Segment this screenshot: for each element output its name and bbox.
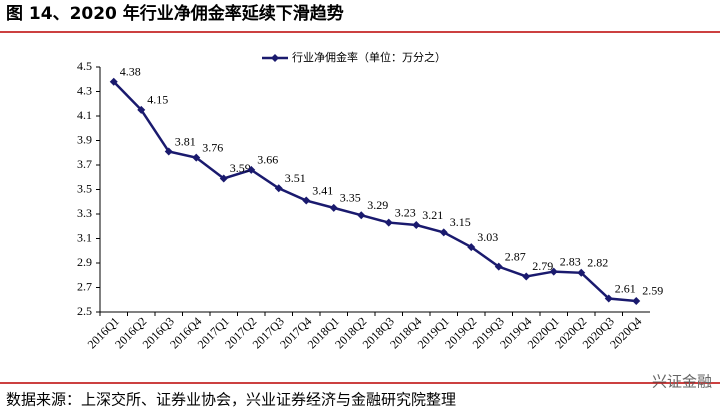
point [439,228,448,237]
point [549,267,558,276]
y-tick-label: 3.7 [77,157,92,171]
data-label: 2.82 [587,256,608,270]
data-label: 3.66 [257,153,278,167]
data-label: 3.76 [202,140,223,154]
point [109,77,118,86]
watermark: 兴证金融 [652,373,712,391]
point [219,174,228,183]
data-label: 3.21 [422,208,443,222]
data-label: 3.51 [285,171,306,185]
point [494,262,503,271]
point [357,211,366,220]
point [274,184,283,193]
data-label: 2.61 [615,281,636,295]
data-label: 2.87 [505,249,526,263]
data-label: 2.83 [560,254,581,268]
line [112,80,637,303]
point [604,294,613,303]
data-label: 3.03 [477,230,498,244]
y-tick-label: 2.5 [77,304,92,318]
data-label: 3.81 [175,134,196,148]
data-label: 3.59 [230,161,251,175]
y-tick-label: 4.1 [77,108,92,122]
point [577,268,586,277]
point [384,218,393,227]
data-label: 3.15 [450,215,471,229]
y-tick-label: 2.7 [77,279,92,293]
data-label: 3.29 [367,198,388,212]
data-label: 3.41 [312,183,333,197]
chart-title: 图 14、2020 年行业净佣金率延续下滑趋势 [6,3,344,24]
legend-marker [271,54,279,62]
y-tick-label: 4.5 [77,59,92,73]
source: 数据来源：上深交所、证券业协会，兴业证券经济与金融研究院整理 [6,391,456,409]
y-tick-label: 3.3 [77,206,92,220]
y-tick-label: 3.9 [77,132,92,146]
y-tick-label: 2.9 [77,255,92,269]
data-label: 2.79 [532,259,553,273]
point [467,243,476,252]
y-tick-label: 3.5 [77,181,92,195]
point [412,221,421,230]
point [632,296,641,305]
point [192,153,201,162]
point [522,272,531,281]
point [302,196,311,205]
point [247,165,256,174]
y-tick-label: 3.1 [77,230,92,244]
legend-label: 行业净佣金率（单位：万分之） [292,50,446,64]
data-label: 3.23 [395,205,416,219]
data-label: 4.15 [147,93,168,107]
point [137,105,146,114]
data-label: 4.38 [120,64,141,78]
data-label: 2.59 [642,284,663,298]
y-tick-label: 4.3 [77,83,92,97]
data-label: 3.35 [340,191,361,205]
point [329,203,338,212]
x-tick-label: 2020Q4 [607,314,644,351]
point [164,147,173,156]
